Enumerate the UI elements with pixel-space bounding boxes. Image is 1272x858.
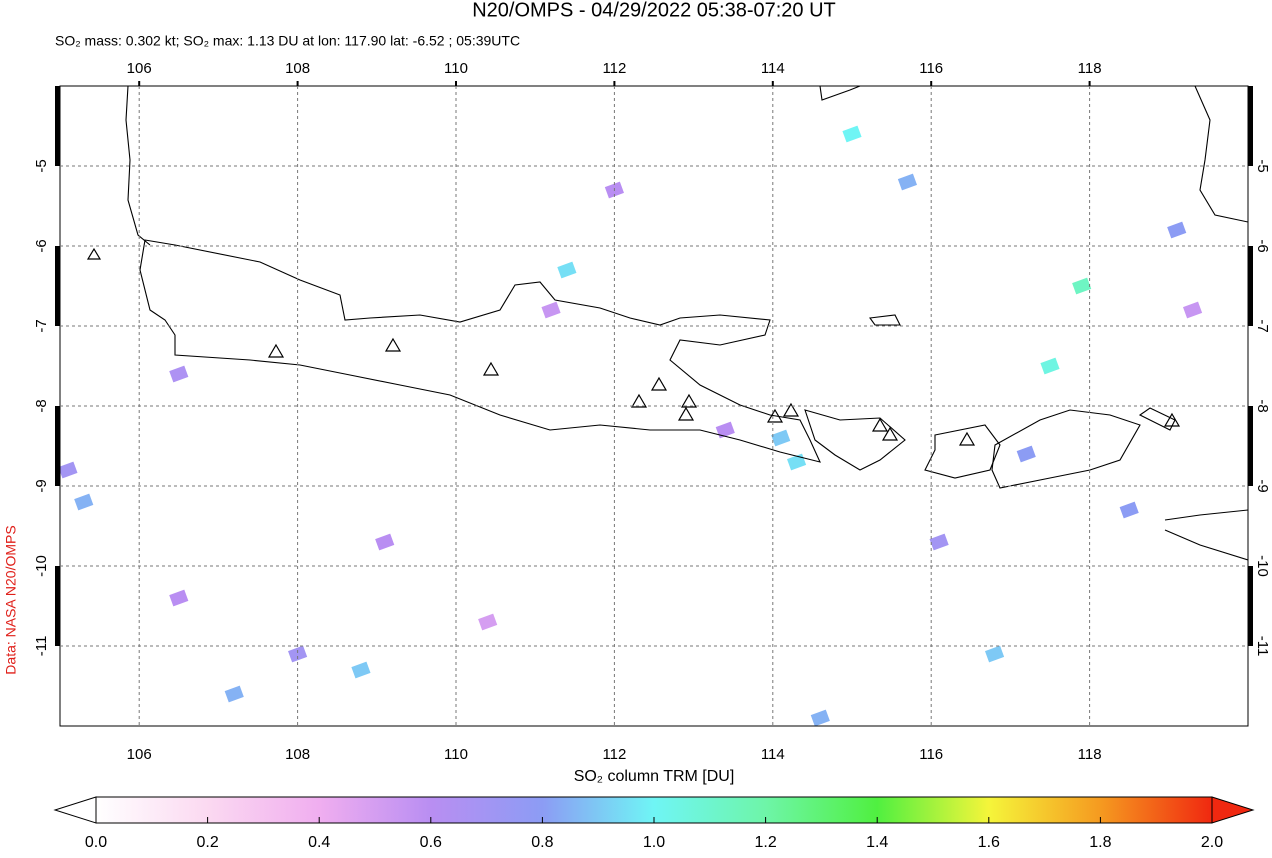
so2-pixel [60,461,78,479]
so2-pixel [984,645,1005,663]
x-tick-label: 112 [602,60,626,77]
colorbar-tick-label: 1.2 [754,834,776,851]
colorbar-tick-label: 0.6 [420,834,442,851]
frame-bar [55,566,60,646]
tick-bar [1088,81,1091,86]
colorbar-tick-label: 0.8 [531,834,553,851]
tick-bar [930,81,933,86]
colorbar-tick-label: 0.2 [196,834,218,851]
so2-pixel [288,645,308,663]
y-tick-label: -9 [1254,479,1271,492]
frame-bar [1248,406,1253,486]
colorbar-tick-label: 0.0 [85,834,107,851]
tick-bar [455,81,457,86]
so2-pixel [478,613,498,631]
so2-pixel [1016,445,1036,463]
y-tick-label: -9 [33,479,50,492]
so2-pixel [224,685,244,703]
so2-pixel [351,661,371,679]
y-tick-label: -11 [1254,636,1271,657]
y-tick-label: -8 [1254,399,1271,412]
y-tick-label: -5 [1254,159,1271,172]
x-tick-label: 118 [1078,60,1102,77]
so2-pixel [715,421,735,439]
tick-bar [771,81,774,86]
so2-pixel [557,261,577,279]
frame-bar [55,246,60,326]
x-tick-label: 108 [285,60,310,77]
y-tick-label: -5 [33,159,50,172]
source: Data: NASA N20/OMPS [3,525,19,674]
title: N20/OMPS - 04/29/2022 05:38-07:20 UT [472,0,836,21]
y-tick-label: -10 [33,555,50,577]
so2-pixel [74,493,94,511]
frame-bar [55,406,60,486]
y-tick-label: -8 [33,399,50,412]
x-tick-label: 106 [127,746,152,763]
colorbar-tick-label: 1.8 [1089,834,1111,851]
so2-pixel [897,173,918,191]
so2-pixel [541,301,561,319]
x-tick-label: 108 [285,746,310,763]
frame-bar [1248,86,1253,166]
so2-pixel [169,365,189,383]
so2-pixel [169,589,189,607]
y-tick-label: -7 [1254,319,1271,332]
so2-pixel [929,533,949,551]
volcanoes [86,247,1181,446]
y-tick-label: -7 [33,319,50,332]
so2-pixel [842,125,862,143]
tick-bar [138,81,141,86]
colorbar-tick-label: 1.4 [866,834,888,851]
frame-bar [1248,246,1253,326]
y-tick-label: -10 [1254,555,1271,577]
frame-bar [1248,566,1253,646]
so2-pixel [375,533,395,551]
so2-pixel [771,429,791,447]
y-tick-label: -6 [1254,239,1271,252]
x-tick-label: 116 [919,60,943,77]
so2-pixel [1182,301,1203,319]
colorbar-tick-label: 1.6 [978,834,1000,851]
subtitle: SO₂ mass: 0.302 kt; SO₂ max: 1.13 DU at … [55,33,520,49]
x-tick-label: 114 [761,60,785,77]
colorbar-tick-label: 0.4 [308,834,330,851]
y-tick-label: -6 [33,239,50,252]
x-tick-label: 116 [919,746,943,763]
colorbar-tick-label: 1.0 [643,834,665,851]
tick-bar [296,81,299,86]
x-tick-label: 118 [1078,746,1102,763]
colorbar-over [1211,796,1255,824]
colorbar-label: SO₂ column TRM [DU] [574,768,735,785]
y-tick-label: -11 [33,636,50,657]
so2-pixel [1119,501,1139,519]
x-tick-label: 114 [761,746,785,763]
so2-pixel [810,709,830,726]
colorbar-under [53,796,97,824]
tick-bar [613,81,616,86]
colorbar-tick-label: 2.0 [1201,834,1223,851]
x-tick-label: 110 [444,60,468,77]
so2-pixel [1167,221,1187,239]
frame-bar [55,86,60,166]
coastlines [125,86,1248,561]
x-tick-label: 106 [127,60,152,77]
x-tick-label: 110 [444,746,468,763]
so2-pixel [1040,357,1060,375]
x-tick-label: 112 [602,746,626,763]
so2-pixel [1072,277,1092,295]
